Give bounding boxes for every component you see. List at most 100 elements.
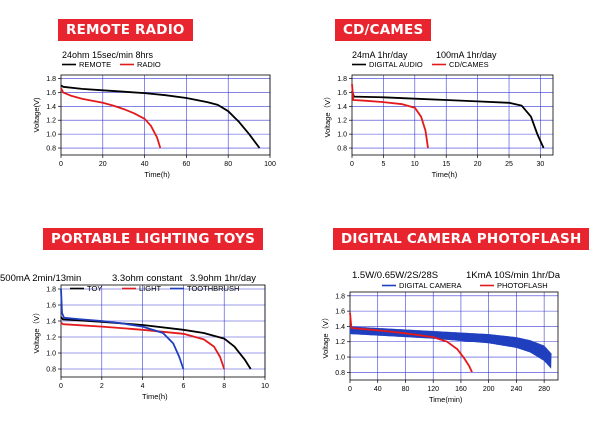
series-toy-line [60,316,252,370]
y-axis-label: Voltage(V) [32,97,41,133]
y-tick-label: 1.0 [335,355,345,362]
y-tick-label: 1.4 [335,324,345,331]
x-axis-label: Time(h) [144,170,170,179]
condition-text: 3.3ohm constant [112,273,183,284]
legend-label-1: RADIO [137,60,161,69]
x-tick-label: 8 [222,383,226,390]
x-tick-label: 40 [374,386,382,393]
banner-remote-radio: REMOTE RADIO [58,19,193,41]
x-tick-label: 25 [505,161,513,168]
series-digital-audio-line [351,90,545,149]
y-tick-label: 1.6 [337,90,347,97]
legend-label-1: LIGHT [139,284,162,293]
x-tick-label: 100 [264,161,276,168]
legend-label-0: DIGITAL CAMERA [399,281,462,290]
x-tick-label: 0 [348,386,352,393]
y-tick-label: 1.8 [335,293,345,300]
y-tick-label: 1.8 [337,76,347,83]
x-tick-label: 5 [381,161,385,168]
x-tick-label: 40 [141,161,149,168]
x-tick-label: 160 [455,386,467,393]
x-tick-label: 200 [483,386,495,393]
legend-label-0: DIGITAL AUDIO [369,60,423,69]
grid [352,75,553,155]
x-tick-label: 240 [511,386,523,393]
plot-frame [351,74,554,156]
x-tick-label: 20 [474,161,482,168]
plot-frame [349,291,559,381]
y-tick-label: 1.0 [337,132,347,139]
legend-label-1: CD/CAMES [449,60,489,69]
x-tick-label: 0 [59,161,63,168]
chart-digital-camera-photoflash: 1.5W/0.65W/2S/28S 1KmA 10S/min 1hr/Da 0 40 8… [321,270,561,404]
chart-portable-lighting-toys: 500mA 2min/13min 3.3ohm constant 3.9ohm 1h… [0,273,269,401]
series-radio-line [60,87,162,149]
y-tick-label: 1.6 [46,90,56,97]
condition-text: 500mA 2min/13min [0,273,81,284]
legend-label-0: REMOTE [79,60,111,69]
y-tick-label: 1.0 [46,351,56,358]
legend-label-2: TOOTHBRUSH [187,284,239,293]
y-tick-label: 0.8 [337,146,347,153]
series-digital-camera-band [349,326,552,369]
chart-cd-cames: 24mA 1hr/day 100mA 1hr/day 0 5 10 15 20 25 30 0.8… [323,50,554,179]
plot-frame [60,284,266,378]
legend-label-0: TOY [87,284,102,293]
x-tick-label: 10 [411,161,419,168]
x-axis-label: Time(min) [429,395,463,404]
y-tick-label: 0.8 [46,367,56,374]
chart-remote-radio: 24ohm 15sec/min 8hrs 0 20 40 60 80 100 0.8 1.0 1.… [32,50,276,179]
grid [61,75,271,155]
y-tick-label: 1.2 [335,339,345,346]
y-tick-label: 1.4 [46,104,56,111]
series-cd-cames-line [351,83,429,149]
y-tick-label: 0.8 [335,370,345,377]
legend-label-1: PHOTOFLASH [497,281,548,290]
condition-text: 24ohm 15sec/min 8hrs [62,50,154,60]
x-tick-label: 6 [181,383,185,390]
x-tick-label: 10 [261,383,269,390]
y-tick-label: 1.2 [337,118,347,125]
banner-digital-camera-photoflash: DIGITAL CAMERA PHOTOFLASH [333,228,590,250]
y-axis-label: Voltage（V） [32,308,41,353]
banner-portable-lighting-toys: PORTABLE LIGHTING TOYS [43,228,263,250]
y-tick-label: 1.6 [335,309,345,316]
y-tick-label: 1.2 [46,118,56,125]
x-tick-label: 4 [141,383,145,390]
condition-text: 100mA 1hr/day [436,50,497,60]
x-tick-label: 15 [442,161,450,168]
x-tick-label: 0 [59,383,63,390]
y-tick-label: 1.0 [46,132,56,139]
x-tick-label: 2 [100,383,104,390]
y-tick-label: 1.4 [46,319,56,326]
series-digital-camera-line [349,326,552,369]
x-tick-label: 120 [427,386,439,393]
x-tick-label: 0 [350,161,354,168]
x-tick-label: 30 [537,161,545,168]
condition-text: 1KmA 10S/min 1hr/Da [466,270,561,281]
condition-text: 24mA 1hr/day [352,50,408,60]
series-toothbrush-line [60,288,185,370]
series-photoflash-line [349,312,473,373]
condition-text: 1.5W/0.65W/2S/28S [352,270,438,281]
x-tick-label: 80 [224,161,232,168]
plot-frame [60,74,271,156]
x-tick-label: 80 [402,386,410,393]
y-tick-label: 1.2 [46,335,56,342]
condition-text: 3.9ohm 1hr/day [190,273,256,284]
x-tick-label: 60 [183,161,191,168]
y-tick-label: 0.8 [46,146,56,153]
y-tick-label: 1.8 [46,287,56,294]
series-remote-line [60,84,261,149]
banner-cd-cames: CD/CAMES [335,19,432,41]
y-tick-label: 1.6 [46,303,56,310]
y-axis-label: Voltage（V） [323,92,332,137]
x-tick-label: 280 [538,386,550,393]
x-axis-label: Time(h) [432,170,458,179]
series-light-line [60,321,226,370]
x-axis-label: Time(h) [142,392,168,401]
x-tick-label: 20 [99,161,107,168]
y-tick-label: 1.4 [337,104,347,111]
y-tick-label: 1.8 [46,76,56,83]
y-axis-label: Voltage（V） [321,313,330,358]
